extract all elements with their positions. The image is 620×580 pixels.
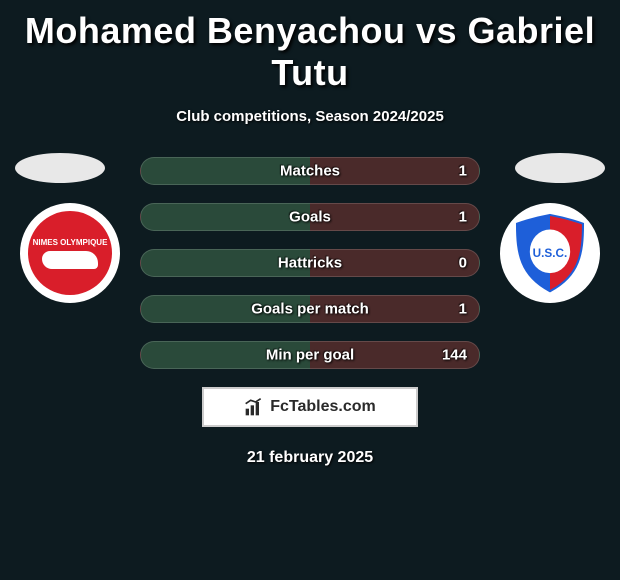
date-text: 21 february 2025 bbox=[0, 449, 620, 467]
page-title: Mohamed Benyachou vs Gabriel Tutu bbox=[0, 0, 620, 94]
svg-text:U.S.C.: U.S.C. bbox=[533, 247, 568, 260]
stat-bar-row: Goals per match 1 bbox=[140, 295, 480, 323]
player-right-photo bbox=[515, 153, 605, 183]
stat-bar-value-right: 1 bbox=[459, 163, 467, 180]
stat-bars: Matches 1 Goals 1 Hattricks 0 Goals per match 1… bbox=[140, 157, 480, 369]
nimes-crest-icon: NIMES OLYMPIQUE bbox=[28, 211, 112, 295]
stat-bar-row: Goals 1 bbox=[140, 203, 480, 231]
stat-bar-value-right: 1 bbox=[459, 301, 467, 318]
stat-bar-value-right: 1 bbox=[459, 209, 467, 226]
stat-bar-row: Hattricks 0 bbox=[140, 249, 480, 277]
usc-crest-icon: U.S.C. bbox=[508, 211, 592, 295]
crocodile-icon bbox=[42, 251, 98, 269]
player-left-photo bbox=[15, 153, 105, 183]
stat-bar-label: Goals per match bbox=[251, 301, 369, 318]
crest-left-text: NIMES OLYMPIQUE bbox=[33, 238, 108, 247]
bar-chart-icon bbox=[244, 397, 264, 417]
brand-box: FcTables.com bbox=[202, 387, 418, 427]
stat-bar-value-right: 0 bbox=[459, 255, 467, 272]
stat-bar-value-right: 144 bbox=[442, 347, 467, 364]
player-right-crest: U.S.C. bbox=[500, 203, 600, 303]
stat-bar-label: Hattricks bbox=[278, 255, 342, 272]
player-left-crest: NIMES OLYMPIQUE bbox=[20, 203, 120, 303]
subtitle: Club competitions, Season 2024/2025 bbox=[0, 108, 620, 125]
stat-bar-label: Min per goal bbox=[266, 347, 354, 364]
brand-text: FcTables.com bbox=[270, 398, 376, 416]
comparison-content: NIMES OLYMPIQUE U.S.C. Matches 1 Goals 1 Hat… bbox=[0, 157, 620, 467]
stat-bar-label: Goals bbox=[289, 209, 331, 226]
stat-bar-row: Min per goal 144 bbox=[140, 341, 480, 369]
stat-bar-label: Matches bbox=[280, 163, 340, 180]
stat-bar-row: Matches 1 bbox=[140, 157, 480, 185]
